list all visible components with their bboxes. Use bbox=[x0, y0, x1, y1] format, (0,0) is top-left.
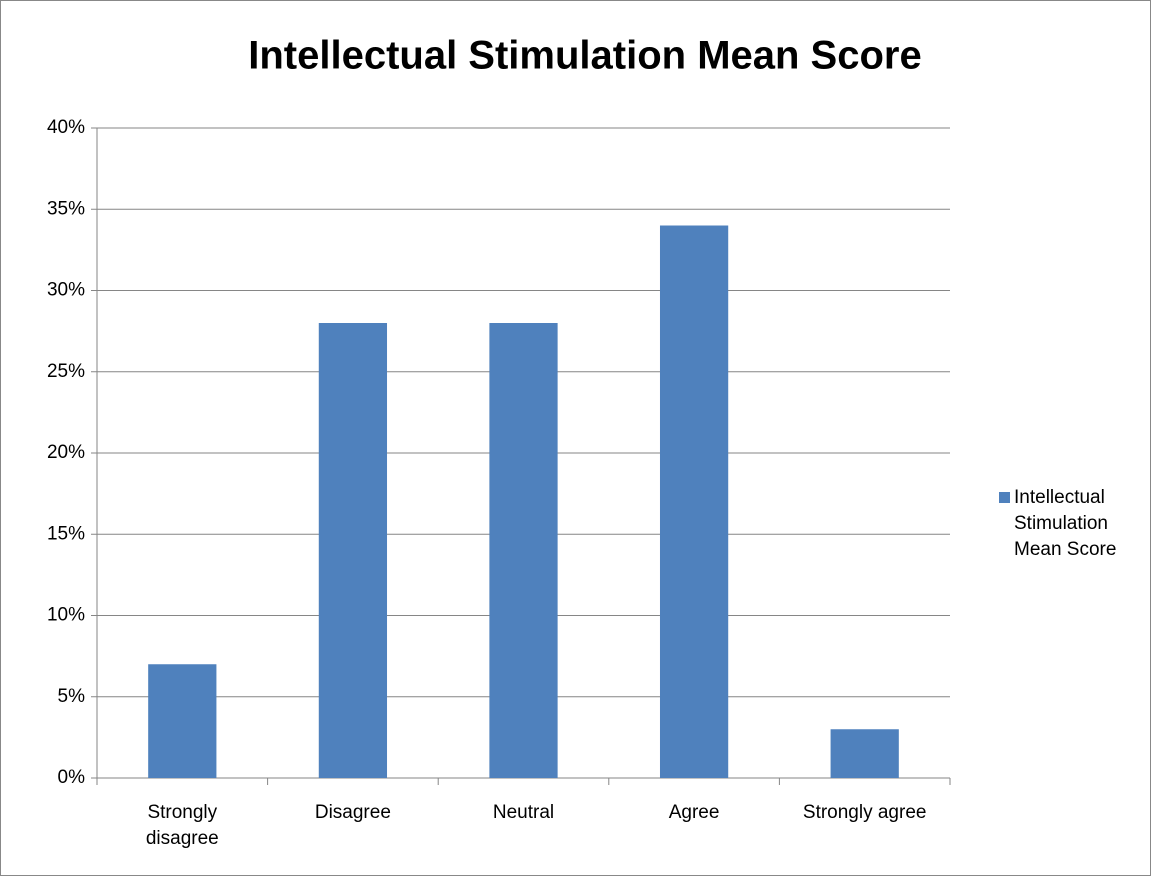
bar bbox=[659, 225, 729, 778]
y-tick-label: 40% bbox=[47, 117, 85, 138]
bar bbox=[489, 323, 558, 778]
y-tick-label: 5% bbox=[58, 686, 86, 707]
y-tick-label: 35% bbox=[47, 198, 85, 219]
legend-swatch bbox=[999, 492, 1010, 503]
bar bbox=[830, 729, 899, 778]
y-tick-label: 20% bbox=[47, 442, 85, 463]
legend-label: Intellectual Stimulation Mean Score bbox=[1014, 487, 1117, 560]
x-tick-label: Strongly agree bbox=[802, 802, 927, 823]
y-tick-label: 10% bbox=[47, 605, 85, 626]
x-tick-label: Disagree bbox=[314, 802, 391, 823]
x-tick-label: Strongly disagree bbox=[145, 802, 219, 849]
y-tick-label: 30% bbox=[47, 280, 85, 301]
chart-title: Intellectual Stimulation Mean Score bbox=[248, 34, 921, 78]
y-tick-label: 25% bbox=[47, 361, 85, 382]
y-tick-label: 0% bbox=[58, 767, 86, 788]
x-tick-label: Agree bbox=[668, 802, 720, 823]
bar bbox=[148, 664, 217, 778]
x-tick-label: Neutral bbox=[492, 802, 555, 823]
y-tick-label: 15% bbox=[47, 523, 85, 544]
bar bbox=[318, 323, 388, 778]
